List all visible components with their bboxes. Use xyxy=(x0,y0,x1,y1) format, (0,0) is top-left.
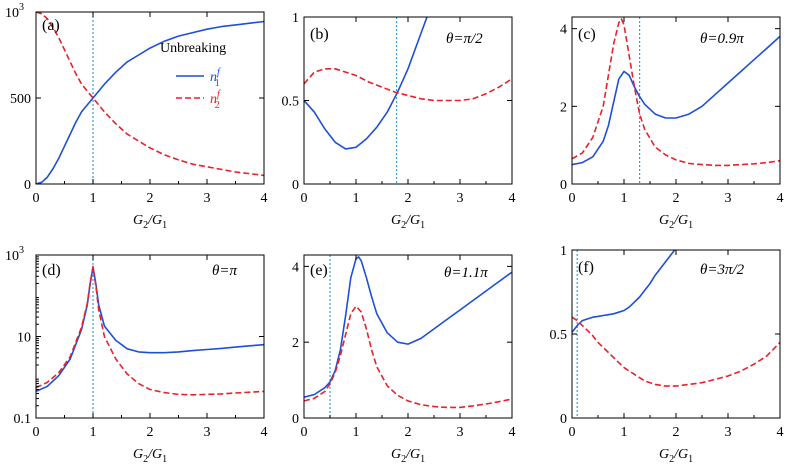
y-tick-label: 2 xyxy=(560,100,567,115)
plot-frame xyxy=(571,16,781,185)
theta-annotation: θ=0.9π xyxy=(700,31,744,47)
series-n2-line xyxy=(304,305,512,409)
x-axis-label: G2/G1 xyxy=(133,447,167,465)
x-tick-label: 1 xyxy=(90,191,97,206)
y-tick-label: 10 xyxy=(17,331,31,346)
x-tick-label: 0 xyxy=(33,191,40,206)
y-tick-label: 103 xyxy=(5,2,24,21)
y-tick-label: 4 xyxy=(292,260,299,275)
panel-label: (b) xyxy=(310,26,329,43)
panel-c: 0 1 2 3 4 0 2 4 (c) θ=0.9π G2/G1 xyxy=(560,16,784,231)
x-tick-label: 3 xyxy=(725,191,732,206)
x-tick-label: 3 xyxy=(457,425,464,440)
y-tick-label: 0 xyxy=(292,178,299,193)
panel-label: (a) xyxy=(42,17,60,34)
series-n2-line xyxy=(304,68,512,102)
y-tick-label: 4 xyxy=(560,23,567,38)
y-tick-label: 0.1 xyxy=(14,412,32,427)
x-tick-label: 2 xyxy=(147,191,154,206)
y-tick-label: 0 xyxy=(560,178,567,193)
x-tick-label: 3 xyxy=(204,425,211,440)
theta-annotation: θ=π xyxy=(212,263,237,279)
series-n2-line xyxy=(572,18,780,167)
plot-frame xyxy=(35,11,265,185)
x-tick-label: 1 xyxy=(353,425,360,440)
y-tick-label: 0 xyxy=(560,412,567,427)
series-n2-line xyxy=(572,316,780,387)
panel-label: (f) xyxy=(578,259,594,276)
legend-entry-label: nf 1 xyxy=(210,67,221,89)
x-tick-label: 0 xyxy=(569,425,576,440)
panel-label: (c) xyxy=(578,26,596,43)
x-tick-label: 1 xyxy=(621,191,628,206)
x-axis-label: G2/G1 xyxy=(659,447,693,465)
x-axis-label: G2/G1 xyxy=(133,213,167,231)
x-tick-label: 4 xyxy=(777,425,784,440)
x-axis-label: G2/G1 xyxy=(659,213,693,231)
y-tick-label: 0 xyxy=(292,412,299,427)
x-tick-label: 0 xyxy=(301,425,308,440)
x-tick-label: 1 xyxy=(621,425,628,440)
x-tick-label: 1 xyxy=(353,191,360,206)
theta-annotation: θ=3π/2 xyxy=(700,262,745,278)
y-tick-label: 500 xyxy=(10,92,31,107)
x-tick-label: 0 xyxy=(33,425,40,440)
series-n1-line xyxy=(36,20,264,184)
series-n2-line xyxy=(36,12,264,177)
y-tick-label: 0.5 xyxy=(282,95,300,110)
series-n1-line xyxy=(304,17,428,150)
panel-b: 0 1 2 3 4 0 0.5 1 (b) θ=π/2 G2/G1 xyxy=(282,11,516,231)
y-tick-label: 103 xyxy=(5,245,24,264)
y-tick-label: 0 xyxy=(24,178,31,193)
x-tick-label: 0 xyxy=(569,191,576,206)
legend: Unbreaking nf 1nf 2 xyxy=(160,41,226,111)
x-tick-label: 4 xyxy=(261,191,268,206)
panel-f: 0 1 2 3 4 0 0.5 1 (f) θ=3π/2 G2/G1 xyxy=(550,244,784,465)
y-tick-label: 2 xyxy=(292,336,299,351)
legend-entry-label: nf 2 xyxy=(210,89,221,111)
x-tick-label: 2 xyxy=(405,191,412,206)
x-axis-label: G2/G1 xyxy=(391,447,425,465)
y-tick-label: 0.5 xyxy=(550,328,568,343)
series-n1-line xyxy=(572,250,676,333)
x-tick-label: 4 xyxy=(261,425,268,440)
x-tick-label: 3 xyxy=(725,425,732,440)
series-n1-line xyxy=(572,35,780,166)
x-tick-label: 4 xyxy=(777,191,784,206)
y-tick-label: 1 xyxy=(560,244,567,259)
theta-annotation: θ=π/2 xyxy=(446,31,483,47)
panel-a: 0 1 2 3 4 0 500 103 (a) G2/G1 xyxy=(5,2,268,231)
panel-e: 0 1 2 3 4 0 2 4 (e) θ=1.1π G2/G1 xyxy=(292,254,516,465)
legend-title: Unbreaking xyxy=(160,41,226,56)
x-axis-label: G2/G1 xyxy=(391,213,425,231)
x-tick-label: 2 xyxy=(673,425,680,440)
x-tick-label: 4 xyxy=(509,191,516,206)
x-tick-label: 1 xyxy=(90,425,97,440)
panel-label: (e) xyxy=(310,262,328,279)
x-tick-label: 2 xyxy=(405,425,412,440)
x-tick-label: 4 xyxy=(509,425,516,440)
panel-d: 0 1 2 3 4 0.1 10 103 (d) θ=π G2/G1 xyxy=(5,245,268,465)
x-tick-label: 2 xyxy=(673,191,680,206)
y-tick-label: 1 xyxy=(292,11,299,26)
theta-annotation: θ=1.1π xyxy=(444,265,488,281)
series-n2-line xyxy=(36,265,264,396)
panel-label: (d) xyxy=(42,262,61,279)
plot-frame xyxy=(571,249,781,419)
series-n1-line xyxy=(36,266,264,393)
x-tick-label: 3 xyxy=(204,191,211,206)
x-tick-label: 2 xyxy=(147,425,154,440)
x-tick-label: 0 xyxy=(301,191,308,206)
x-tick-label: 3 xyxy=(457,191,464,206)
